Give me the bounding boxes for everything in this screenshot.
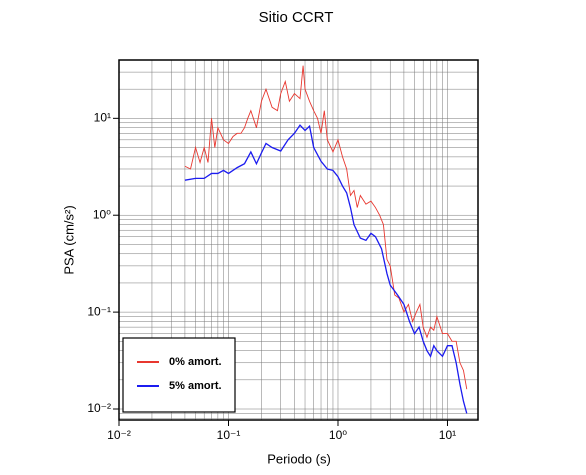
x-tick-label: 10⁻¹	[217, 428, 241, 442]
chart-title: Sitio CCRT	[259, 9, 334, 26]
plot-frame	[118, 59, 479, 421]
x-tick-label: 10⁰	[329, 428, 347, 442]
y-tick-label: 10⁻¹	[87, 304, 111, 318]
series-line	[184, 124, 468, 414]
legend-box	[122, 337, 236, 413]
series-line	[184, 65, 468, 390]
legend-label: 0% amort.	[169, 356, 222, 368]
y-tick-label: 10⁰	[93, 207, 111, 221]
x-tick-label: 10¹	[439, 428, 456, 442]
legend-label: 5% amort.	[169, 380, 222, 392]
y-tick-label: 10⁻²	[87, 401, 111, 415]
y-tick-label: 10¹	[94, 111, 111, 125]
y-axis-label: PSA (cm/s²)	[61, 205, 76, 274]
x-axis-label: Periodo (s)	[267, 451, 331, 466]
x-tick-label: 10⁻²	[107, 428, 131, 442]
